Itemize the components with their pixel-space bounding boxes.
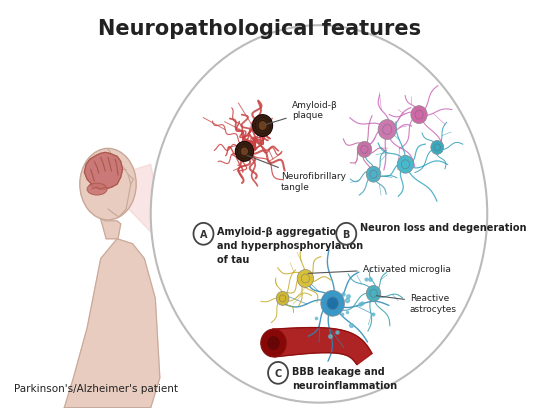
Circle shape [297, 270, 313, 288]
Ellipse shape [81, 184, 90, 199]
Circle shape [411, 106, 427, 124]
Polygon shape [273, 328, 372, 365]
Ellipse shape [151, 26, 487, 402]
Circle shape [327, 298, 338, 310]
Text: Activated microglia: Activated microglia [308, 264, 450, 274]
Circle shape [336, 223, 356, 245]
Circle shape [235, 142, 254, 162]
Polygon shape [64, 239, 160, 408]
Text: Neuron loss and degeneration: Neuron loss and degeneration [360, 222, 526, 232]
Text: Reactive
astrocytes: Reactive astrocytes [376, 294, 457, 313]
Ellipse shape [87, 184, 107, 196]
Circle shape [361, 146, 368, 154]
Circle shape [366, 286, 381, 301]
Text: Neuropathological features: Neuropathological features [98, 19, 421, 39]
Text: B: B [343, 229, 350, 239]
Circle shape [321, 291, 344, 317]
Circle shape [267, 336, 280, 350]
Circle shape [276, 292, 289, 306]
Circle shape [194, 223, 213, 245]
Circle shape [258, 121, 267, 131]
Circle shape [366, 167, 381, 183]
Circle shape [301, 274, 310, 283]
Circle shape [431, 141, 444, 155]
Text: Amyloid-β
plaque: Amyloid-β plaque [265, 101, 338, 126]
Ellipse shape [80, 149, 136, 220]
Text: Neurofibrillary
tangle: Neurofibrillary tangle [247, 156, 346, 191]
Circle shape [397, 156, 414, 174]
Circle shape [240, 148, 249, 157]
Text: BBB leakage and
neuroinflammation: BBB leakage and neuroinflammation [292, 366, 397, 390]
Circle shape [378, 120, 397, 140]
Circle shape [252, 115, 273, 137]
Circle shape [383, 125, 392, 135]
Circle shape [370, 171, 377, 179]
Text: Parkinson's/Alzheimer's patient: Parkinson's/Alzheimer's patient [14, 383, 178, 393]
Circle shape [357, 142, 372, 158]
Polygon shape [101, 219, 120, 239]
Text: C: C [274, 368, 282, 378]
Circle shape [327, 297, 339, 310]
Polygon shape [84, 153, 123, 190]
Text: Amyloid-β aggregation
and hyperphosphorylation
of tau: Amyloid-β aggregation and hyperphosphory… [217, 226, 363, 264]
Text: A: A [200, 229, 207, 239]
Circle shape [279, 295, 286, 302]
Circle shape [434, 144, 441, 151]
Circle shape [261, 329, 286, 357]
Polygon shape [119, 165, 160, 234]
Circle shape [415, 111, 423, 120]
Circle shape [370, 290, 377, 298]
Circle shape [268, 362, 288, 384]
Circle shape [402, 160, 410, 169]
